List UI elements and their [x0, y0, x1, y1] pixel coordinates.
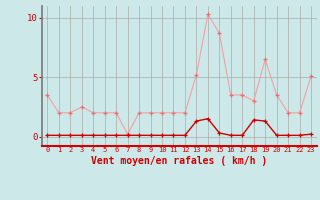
- X-axis label: Vent moyen/en rafales ( km/h ): Vent moyen/en rafales ( km/h ): [91, 156, 267, 166]
